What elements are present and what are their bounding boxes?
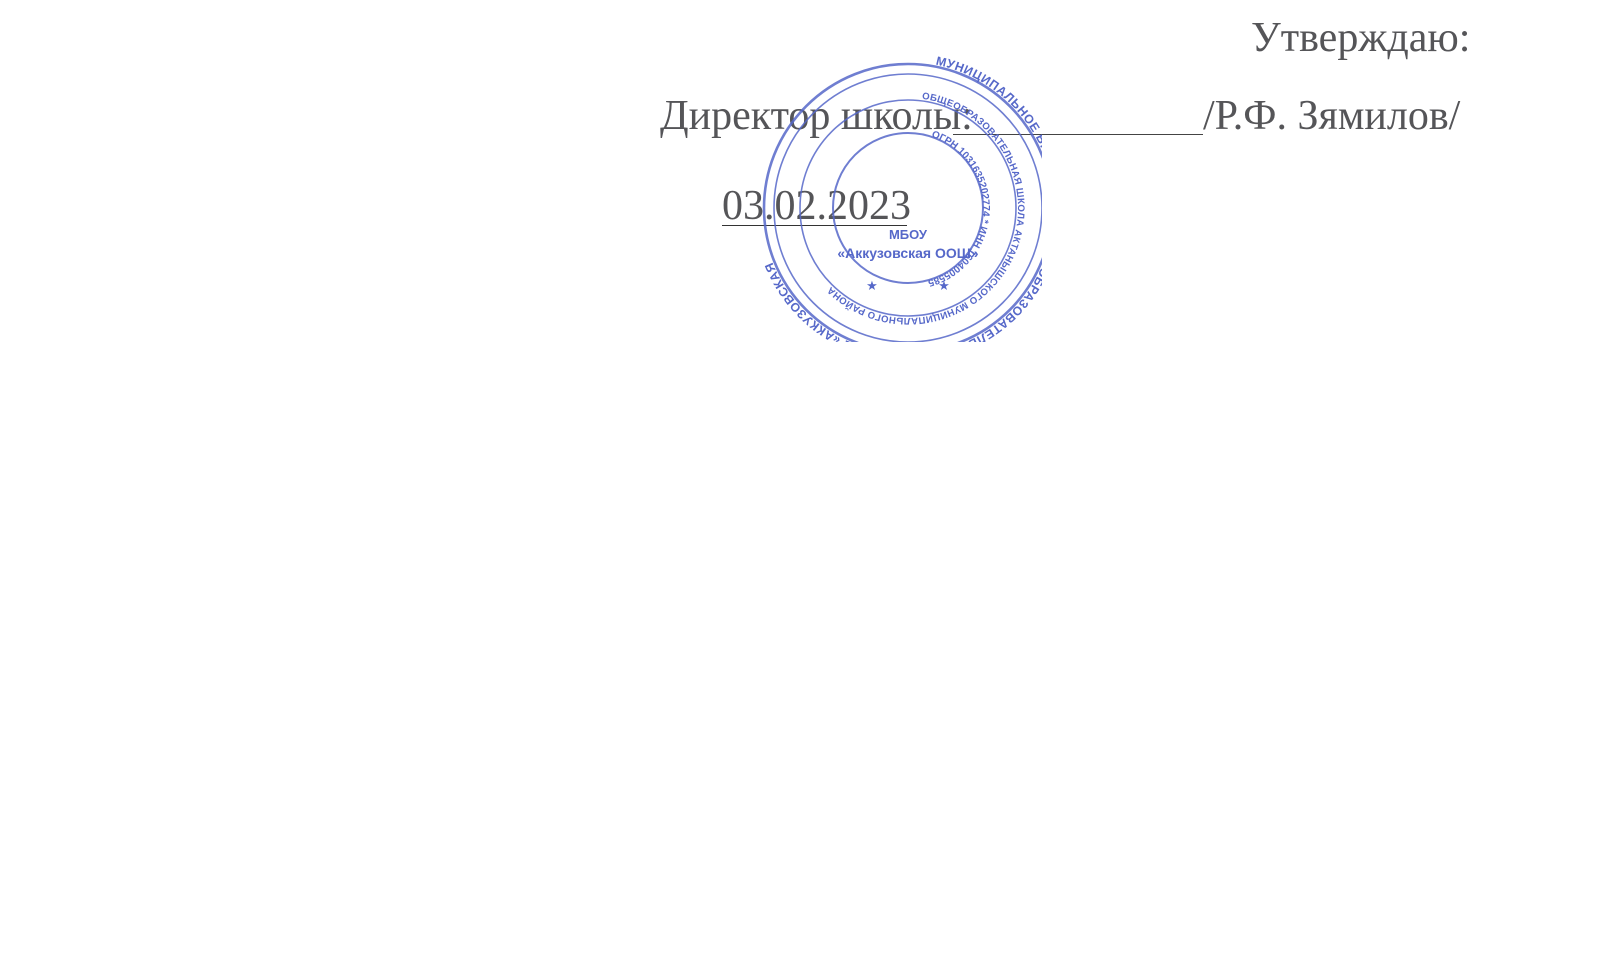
svg-text:ОГРН 1031635202774 * ИНН 16040: ОГРН 1031635202774 * ИНН 1604005585 [926,129,991,288]
svg-text:★: ★ [866,278,878,293]
svg-text:«Аккузовская ООШ»: «Аккузовская ООШ» [837,245,978,261]
svg-text:★: ★ [938,278,950,293]
svg-text:МУНИЦИПАЛЬНОЕ БЮДЖЕТНОЕ ОБЩЕОБ: МУНИЦИПАЛЬНОЕ БЮДЖЕТНОЕ ОБЩЕОБРАЗОВАТЕЛЬ… [762,54,1042,342]
svg-text:МБОУ: МБОУ [889,227,928,242]
svg-text:ОБЩЕОБРАЗОВАТЕЛЬНАЯ ШКОЛА АКТА: ОБЩЕОБРАЗОВАТЕЛЬНАЯ ШКОЛА АКТАНЫШСКОГО М… [825,91,1026,326]
